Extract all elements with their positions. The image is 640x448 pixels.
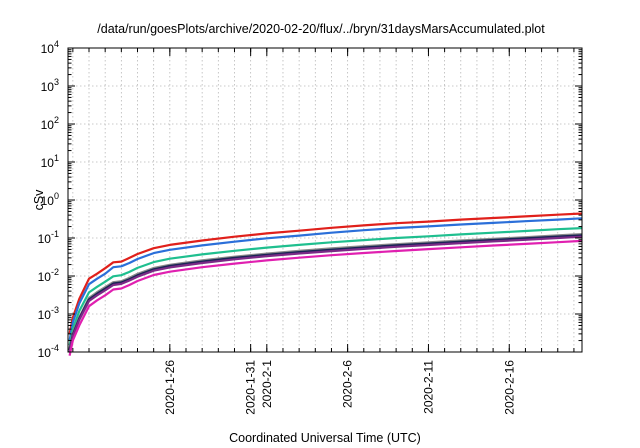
x-tick-label: 2020-2-1	[260, 360, 274, 408]
series-line-7	[68, 239, 583, 356]
series-line-6	[68, 235, 583, 353]
y-tick-label: 104	[41, 39, 59, 56]
y-tick-label: 102	[41, 115, 59, 132]
x-axis: 2020-1-26 2020-1-31 2020-2-1 2020-2-6 2020-2…	[72, 48, 575, 415]
chart-title: /data/run/goesPlots/archive/2020-02-20/f…	[97, 22, 545, 36]
y-tick-label: 10-4	[38, 343, 59, 360]
x-tick-label: 2020-2-6	[341, 360, 355, 408]
y-tick-label: 10-1	[38, 229, 59, 246]
series-line-1	[68, 212, 583, 335]
x-tick-label: 2020-2-16	[502, 360, 516, 415]
series-line-2	[68, 217, 583, 341]
y-tick-label: 10-3	[38, 305, 59, 322]
x-tick-label: 2020-1-26	[163, 360, 177, 415]
series-line-3	[68, 227, 583, 346]
grid	[68, 48, 582, 352]
x-tick-label: 2020-1-31	[244, 360, 258, 415]
series-line-5	[68, 234, 583, 351]
series-group	[68, 212, 583, 356]
x-tick-label: 2020-2-11	[421, 360, 435, 414]
y-tick-label: 103	[41, 77, 59, 94]
x-axis-label: Coordinated Universal Time (UTC)	[229, 431, 421, 445]
y-tick-label: 101	[41, 153, 59, 170]
y-axis-label: cSv	[32, 189, 46, 211]
y-tick-label: 10-2	[38, 267, 59, 284]
